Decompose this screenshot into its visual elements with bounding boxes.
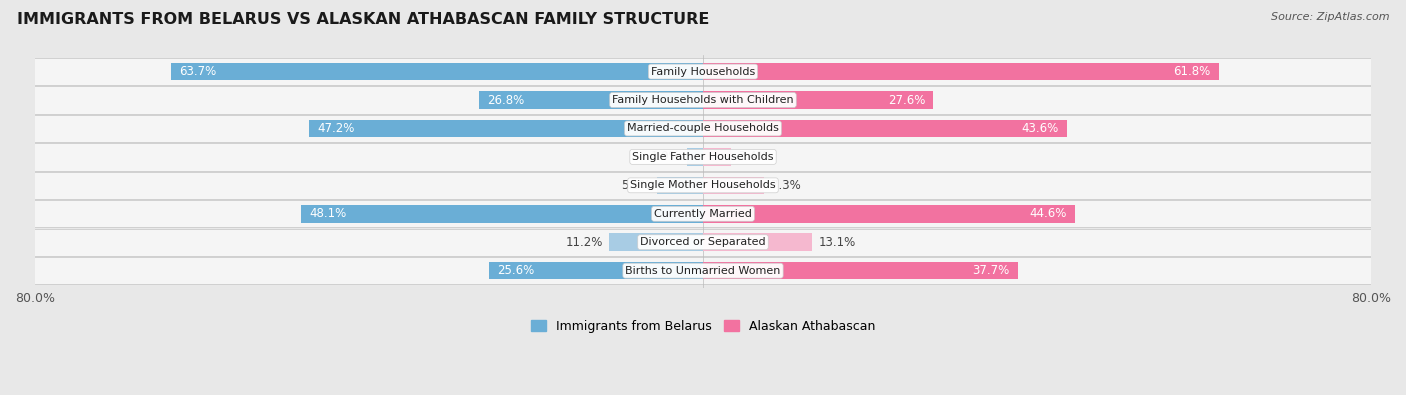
Text: 48.1%: 48.1% — [309, 207, 347, 220]
Text: 44.6%: 44.6% — [1029, 207, 1067, 220]
Text: Single Mother Households: Single Mother Households — [630, 181, 776, 190]
Text: Family Households with Children: Family Households with Children — [612, 95, 794, 105]
Bar — [35, 257, 1371, 284]
Bar — [703, 205, 1076, 223]
Bar — [703, 91, 934, 109]
Text: 3.4%: 3.4% — [738, 150, 768, 164]
Text: Married-couple Households: Married-couple Households — [627, 124, 779, 134]
Bar — [703, 120, 1067, 137]
Bar — [489, 262, 703, 280]
Text: 7.3%: 7.3% — [770, 179, 800, 192]
Text: 25.6%: 25.6% — [498, 264, 534, 277]
Bar — [35, 58, 1371, 85]
Text: 5.5%: 5.5% — [621, 179, 651, 192]
Text: IMMIGRANTS FROM BELARUS VS ALASKAN ATHABASCAN FAMILY STRUCTURE: IMMIGRANTS FROM BELARUS VS ALASKAN ATHAB… — [17, 12, 709, 27]
Text: Currently Married: Currently Married — [654, 209, 752, 219]
Bar — [688, 148, 703, 166]
Text: 63.7%: 63.7% — [180, 65, 217, 78]
Text: 47.2%: 47.2% — [318, 122, 354, 135]
Bar — [301, 205, 703, 223]
Bar — [172, 63, 703, 81]
Text: 11.2%: 11.2% — [565, 236, 603, 249]
Bar — [35, 200, 1371, 228]
Text: 43.6%: 43.6% — [1022, 122, 1059, 135]
Text: 37.7%: 37.7% — [972, 264, 1010, 277]
Bar — [609, 233, 703, 251]
Bar — [35, 115, 1371, 142]
Text: Family Households: Family Households — [651, 67, 755, 77]
Text: Single Father Households: Single Father Households — [633, 152, 773, 162]
Text: 1.9%: 1.9% — [651, 150, 681, 164]
Bar — [35, 143, 1371, 171]
Bar — [703, 63, 1219, 81]
Legend: Immigrants from Belarus, Alaskan Athabascan: Immigrants from Belarus, Alaskan Athabas… — [530, 320, 876, 333]
Bar — [657, 177, 703, 194]
Text: 26.8%: 26.8% — [488, 94, 524, 107]
Bar — [703, 177, 763, 194]
Bar — [703, 148, 731, 166]
Bar — [703, 262, 1018, 280]
Text: 61.8%: 61.8% — [1174, 65, 1211, 78]
Text: 13.1%: 13.1% — [820, 236, 856, 249]
Text: 27.6%: 27.6% — [887, 94, 925, 107]
Bar — [479, 91, 703, 109]
Text: Source: ZipAtlas.com: Source: ZipAtlas.com — [1271, 12, 1389, 22]
Bar — [35, 229, 1371, 256]
Bar — [703, 233, 813, 251]
Text: Divorced or Separated: Divorced or Separated — [640, 237, 766, 247]
Bar — [309, 120, 703, 137]
Bar — [35, 172, 1371, 199]
Text: Births to Unmarried Women: Births to Unmarried Women — [626, 266, 780, 276]
Bar — [35, 87, 1371, 114]
